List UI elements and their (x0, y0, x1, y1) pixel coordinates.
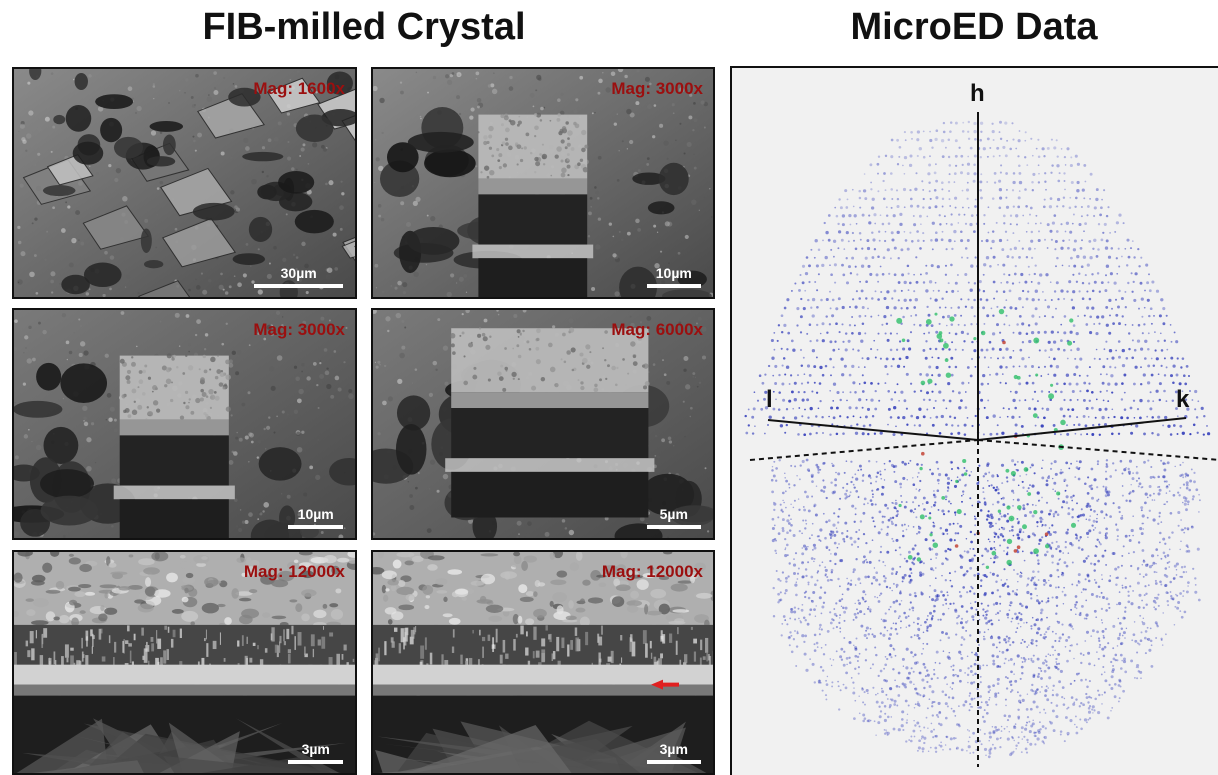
scale-label: 3µm (659, 741, 688, 757)
scale-label: 3µm (301, 741, 330, 757)
sem-texture (14, 69, 355, 297)
sem-image-4: Mag: 6000x 5µm (371, 308, 715, 540)
scale-bar (646, 760, 701, 764)
right-heading: MicroED Data (850, 6, 1098, 48)
sem-image-6: Mag: 12000x 3µm (371, 550, 715, 775)
scale-bar (288, 525, 343, 529)
scale-label: 30µm (280, 265, 317, 281)
scale-bar (288, 760, 343, 764)
axis-label-k: k (1176, 386, 1190, 413)
magnification-label: Mag: 12000x (601, 562, 703, 581)
sem-texture (14, 310, 355, 538)
reciprocal-lattice-plot (744, 112, 1218, 767)
sem-image-1: Mag: 1600x 30µm (12, 67, 357, 299)
sem-texture (373, 310, 713, 538)
scale-bar (646, 284, 701, 288)
scale-label: 10µm (655, 265, 692, 281)
sem-image-5: Mag: 12000x 3µm (12, 550, 357, 775)
left-heading: FIB-milled Crystal (202, 6, 526, 48)
scale-bar (254, 284, 343, 288)
axis-label-h: h (970, 80, 985, 107)
sem-texture (373, 552, 713, 773)
diffraction-spots (744, 120, 1211, 759)
sem-image-2: Mag: 3000x 10µm (371, 67, 715, 299)
scale-bar (646, 525, 701, 529)
sem-texture (373, 69, 713, 297)
magnification-label: Mag: 6000x (611, 320, 703, 339)
microed-panel: h l k (730, 66, 1218, 775)
axis-label-l: l (766, 386, 773, 413)
magnification-label: Mag: 12000x (243, 562, 345, 581)
sem-image-3: Mag: 3000x 10µm (12, 308, 357, 540)
magnification-label: Mag: 3000x (253, 320, 345, 339)
lattice-axes (749, 112, 1218, 767)
sem-texture (14, 552, 355, 773)
magnification-label: Mag: 1600x (253, 79, 345, 98)
magnification-label: Mag: 3000x (611, 79, 703, 98)
scale-label: 10µm (297, 506, 334, 522)
scale-label: 5µm (659, 506, 688, 522)
